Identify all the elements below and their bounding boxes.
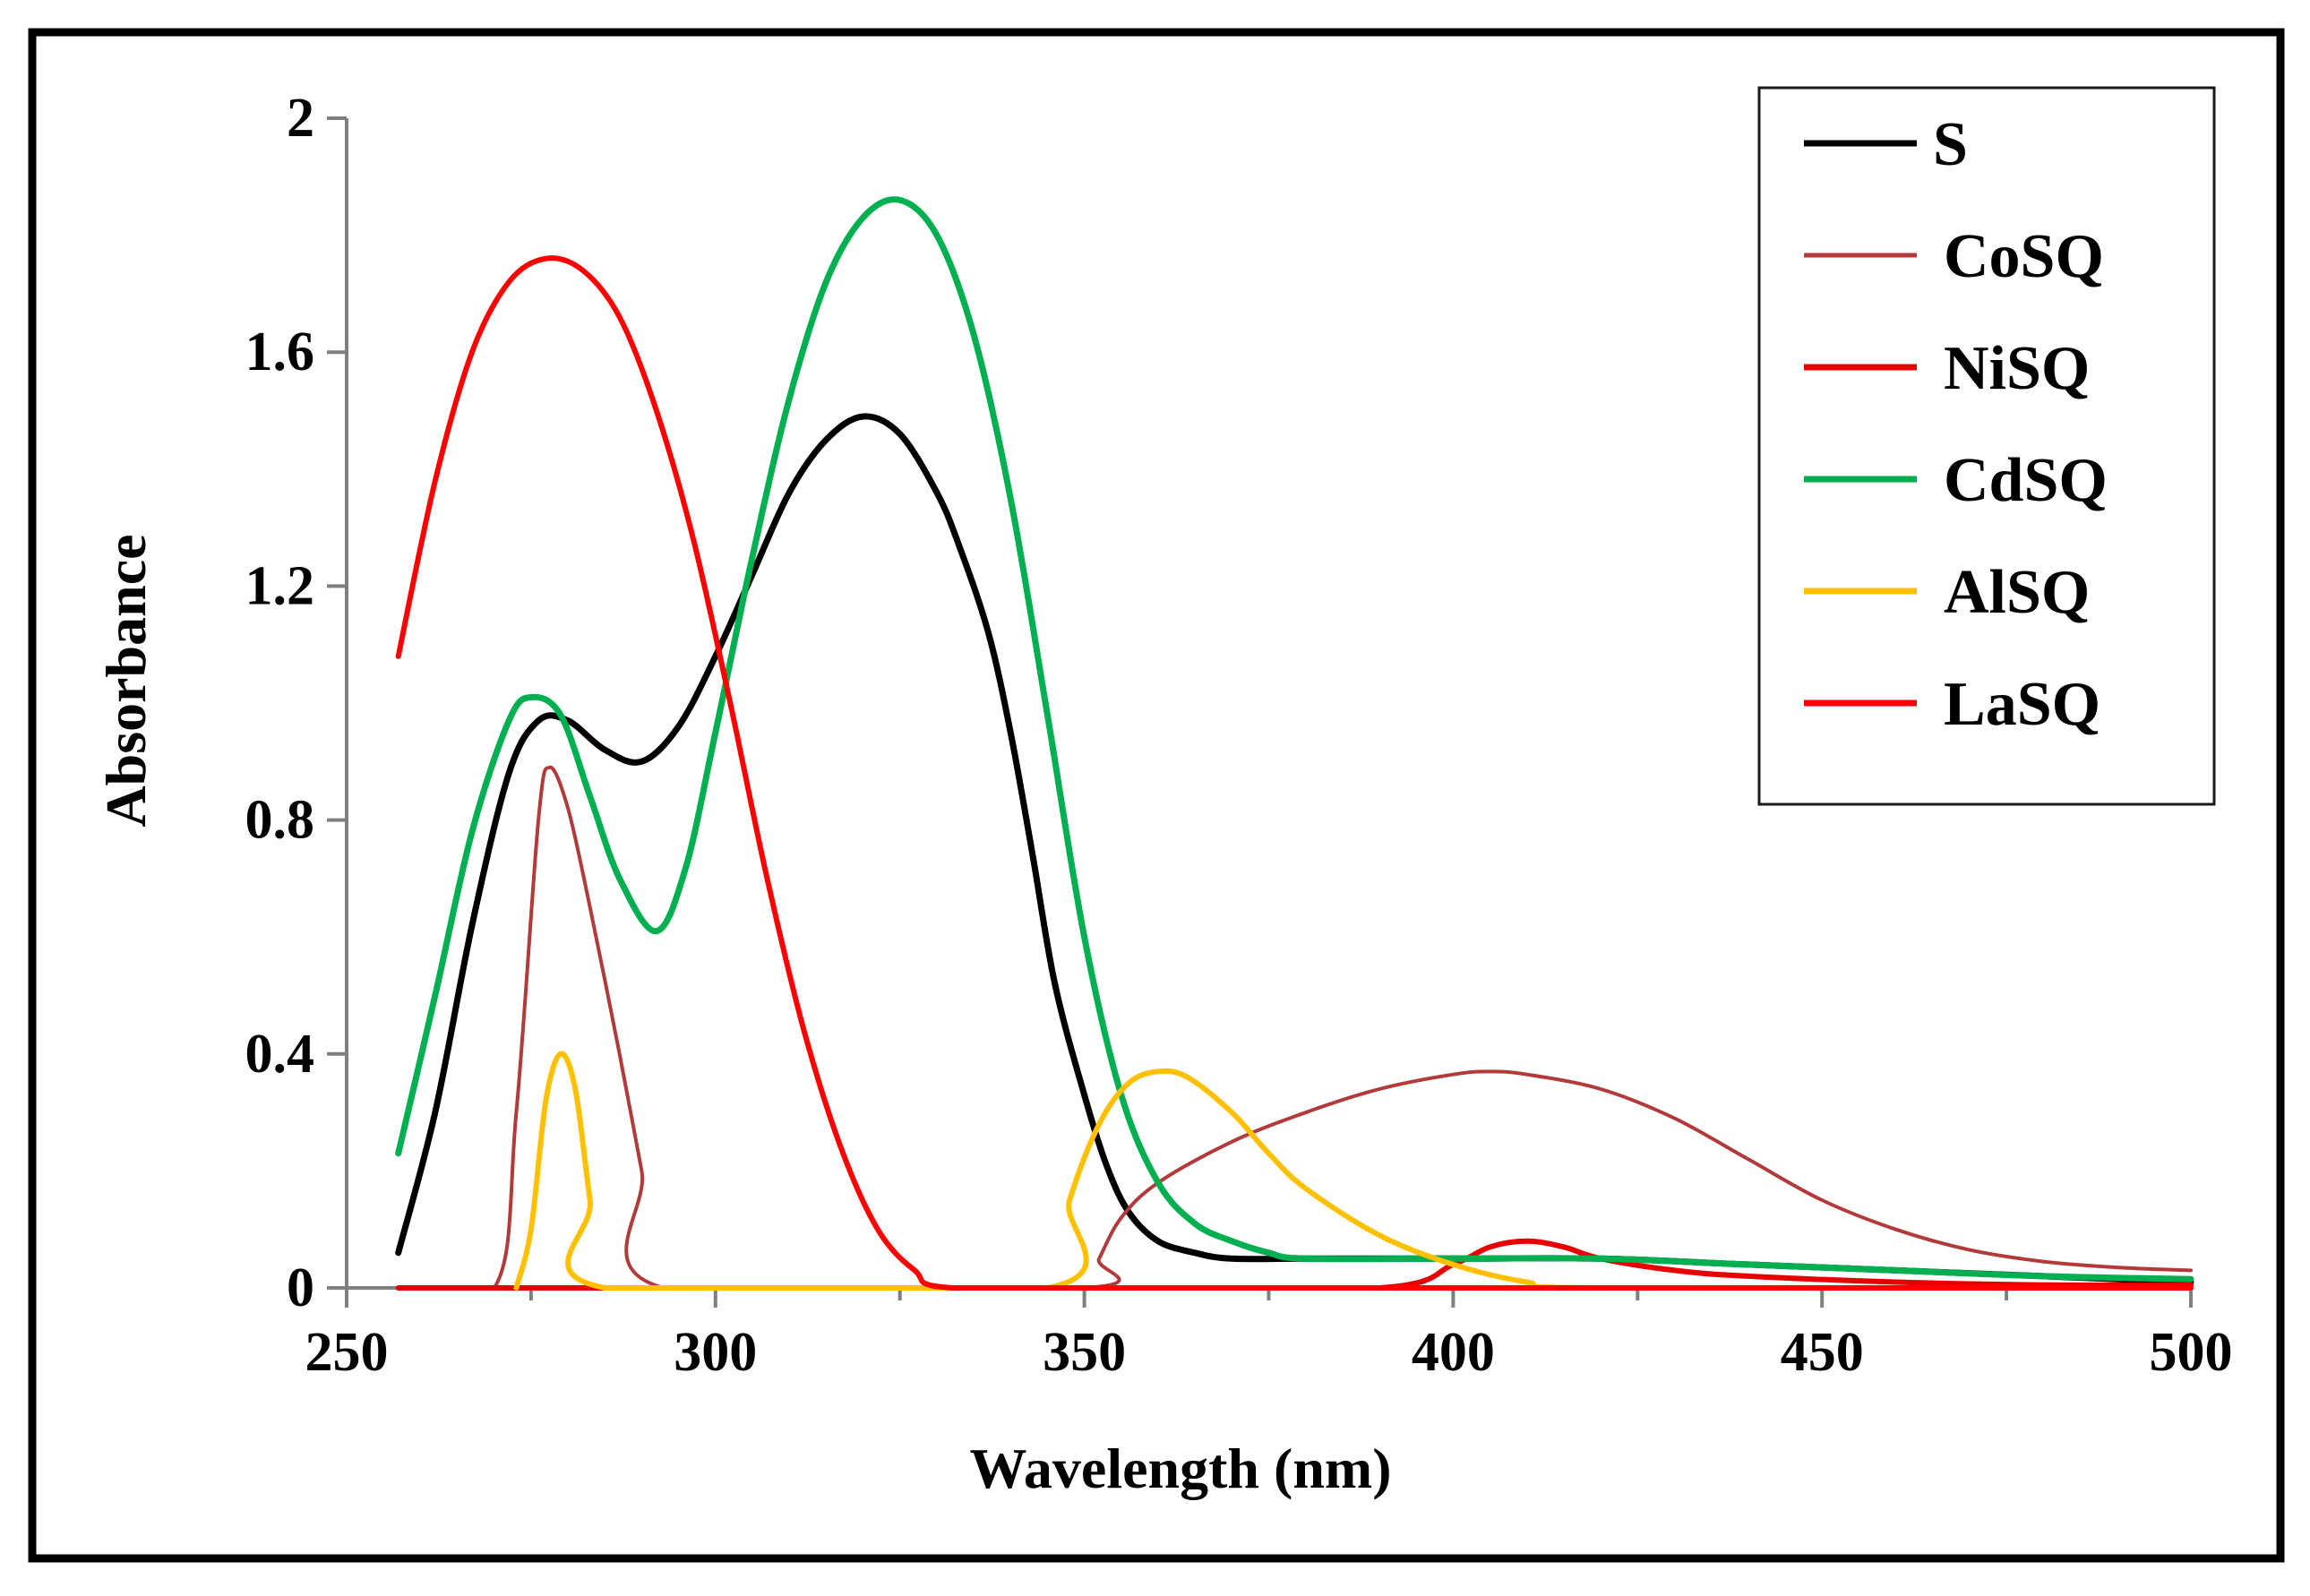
legend-entries: S CoSQ NiSQ CdSQ AlSQ LaSQ — [1804, 110, 2108, 739]
legend-label-lasq: LaSQ — [1944, 670, 2100, 739]
y-tick-label: 0.4 — [245, 1024, 315, 1085]
legend-box — [1757, 86, 2216, 806]
y-axis-title: Absorbance — [94, 534, 158, 827]
legend-label-cdsq: CdSQ — [1944, 446, 2108, 515]
series-line-lasq — [395, 255, 2194, 1291]
legend-label-nisq: NiSQ — [1944, 334, 2090, 403]
y-tick-label: 0 — [287, 1257, 314, 1318]
x-tick-label: 450 — [1781, 1322, 1864, 1383]
y-tick-label: 1.6 — [245, 322, 315, 382]
series-line-cdsq — [395, 196, 2194, 1283]
series-line-alsq — [513, 1051, 2194, 1291]
y-tick-label: 1.2 — [245, 555, 315, 616]
x-tick-label: 400 — [1412, 1322, 1495, 1383]
plot-lines — [395, 196, 2194, 1291]
x-tick-label: 500 — [2150, 1322, 2233, 1383]
x-tick-label: 350 — [1043, 1322, 1126, 1383]
legend-label-cosq: CoSQ — [1944, 222, 2104, 291]
figure-frame — [28, 28, 2285, 1563]
x-tick-label: 250 — [305, 1322, 389, 1383]
legend: S CoSQ NiSQ CdSQ AlSQ LaSQ — [1757, 86, 2216, 806]
legend-label-alsq: AlSQ — [1944, 558, 2090, 627]
y-tick-label: 2 — [287, 88, 314, 149]
x-ticks: 250 300 350 400 450 500 — [305, 1288, 2233, 1383]
x-tick-label: 300 — [674, 1322, 757, 1383]
series-line-nisq — [395, 1238, 2194, 1291]
y-tick-label: 0.8 — [245, 790, 315, 851]
x-axis-title: Wavelength (nm) — [969, 1437, 1391, 1500]
legend-label-s: S — [1933, 110, 1968, 179]
y-ticks: 0 0.4 0.8 1.2 1.6 2 — [245, 88, 347, 1318]
series-line-cosq — [396, 765, 2193, 1291]
